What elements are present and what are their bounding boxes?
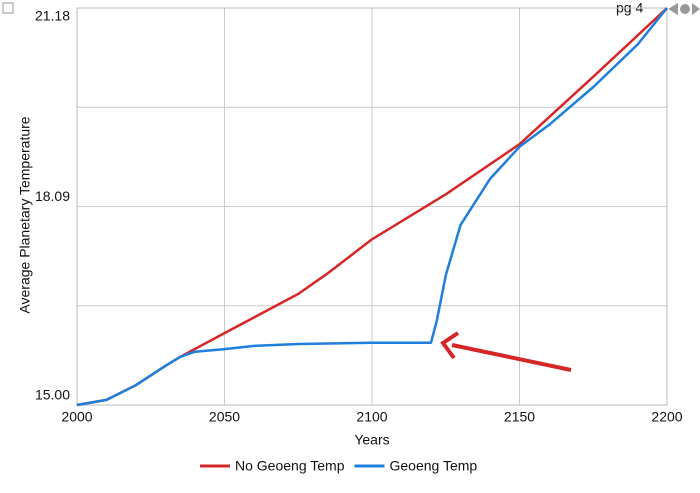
x-tick-label: 2150 [504, 409, 535, 425]
x-axis-title: Years [354, 432, 389, 448]
y-tick-label: 15.00 [35, 387, 70, 403]
x-tick-label: 2100 [356, 409, 387, 425]
prev-button[interactable] [668, 3, 678, 15]
y-axis-title: Average Planetary Temperature [17, 116, 33, 313]
page-dot[interactable] [680, 4, 690, 14]
legend-label: Geoeng Temp [389, 458, 477, 474]
line-series [76, 7, 668, 407]
y-tick-label: 18.09 [35, 188, 70, 204]
window-icon[interactable] [2, 2, 14, 14]
annotation-arrow [440, 331, 572, 372]
next-button[interactable] [692, 3, 700, 15]
y-tick-label: 21.18 [35, 8, 70, 24]
plot-frame [76, 7, 668, 406]
x-tick-label: 2000 [61, 409, 92, 425]
x-tick-label: 2200 [651, 409, 682, 425]
x-tick-label: 2050 [209, 409, 240, 425]
legend-label: No Geoeng Temp [235, 458, 345, 474]
